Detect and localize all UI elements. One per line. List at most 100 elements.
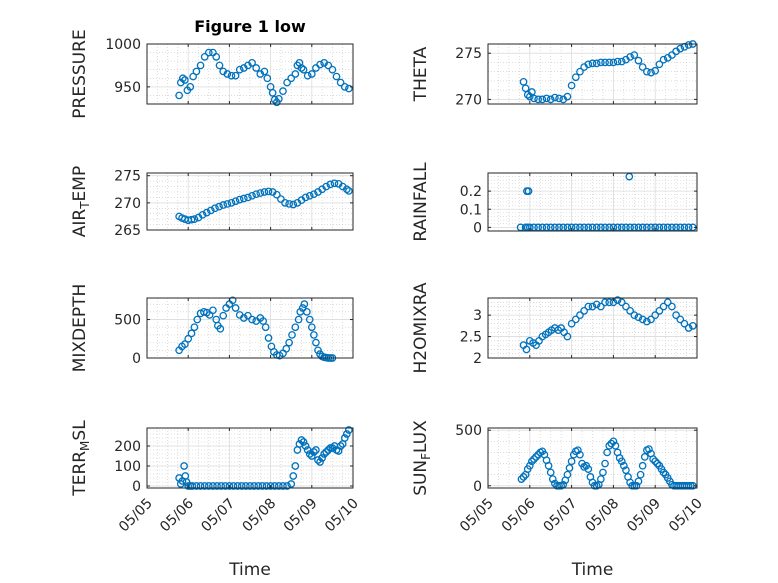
y-tick-label: 100 — [114, 459, 141, 475]
data-point — [525, 92, 534, 101]
data-point — [326, 180, 335, 189]
data-point — [314, 346, 322, 355]
data-point — [263, 74, 272, 83]
data-point — [180, 462, 188, 470]
data-point — [588, 59, 597, 68]
data-point — [332, 72, 341, 81]
grid — [146, 428, 354, 488]
data-point — [651, 66, 660, 75]
data-point — [551, 93, 559, 102]
data-point — [601, 58, 609, 67]
x-tick-label: 05/07 — [541, 496, 581, 536]
data-point — [178, 74, 187, 83]
data-point — [659, 468, 668, 477]
data-point — [532, 453, 540, 461]
data-point — [684, 41, 693, 49]
data-point — [181, 340, 189, 349]
data-point — [279, 482, 287, 490]
data-point — [597, 58, 605, 67]
data-point — [248, 315, 256, 324]
data-point — [592, 300, 601, 309]
data-point — [193, 315, 202, 324]
data-point — [260, 188, 269, 196]
data-point — [259, 317, 268, 325]
data-point — [622, 302, 630, 311]
data-point — [617, 57, 626, 66]
y-axis-label: H2OMIXRA — [411, 282, 431, 373]
data-point — [345, 426, 353, 434]
data-point — [548, 475, 557, 483]
data-point — [316, 458, 324, 466]
subplot-7: 0 100 200 05/05 05/06 05/07 05/08 05/09 05/10 Tim… — [70, 420, 362, 580]
data-point — [258, 482, 267, 490]
data-point — [294, 315, 303, 324]
data-point — [617, 457, 626, 466]
data-point — [288, 331, 296, 339]
data-point — [310, 331, 318, 339]
data-point — [563, 332, 572, 341]
data-point — [336, 78, 345, 87]
data-point — [642, 317, 651, 326]
data-point — [264, 187, 273, 196]
y-tick-label: 2.5 — [460, 330, 482, 346]
data-point — [613, 296, 622, 304]
data-point — [567, 319, 576, 328]
data-point — [534, 95, 543, 104]
data-point — [283, 78, 291, 87]
data-point — [184, 334, 193, 343]
x-tick-label: 05/05 — [457, 496, 497, 536]
y-tick-label: 275 — [114, 169, 141, 185]
data-point — [519, 473, 528, 481]
data-point — [175, 91, 183, 100]
data-point — [345, 187, 353, 195]
data-point — [187, 329, 196, 338]
data-point — [223, 70, 232, 78]
data-point — [270, 482, 279, 490]
data-point — [235, 195, 244, 204]
data-point — [227, 199, 236, 207]
data-point — [634, 477, 643, 486]
data-point — [246, 482, 254, 490]
y-tick-label: 500 — [455, 423, 482, 439]
data-point — [622, 466, 630, 475]
data-point — [538, 95, 547, 104]
data-point — [619, 461, 628, 470]
y-tick-label: 0.2 — [460, 184, 482, 200]
data-point — [340, 434, 349, 442]
data-point — [546, 468, 555, 477]
data-point — [605, 298, 614, 307]
data-point — [233, 482, 242, 490]
data-point — [215, 61, 224, 70]
data-point — [584, 60, 593, 69]
data-point — [274, 95, 283, 103]
data-point — [305, 315, 314, 324]
data-point — [653, 459, 662, 468]
y-axis-label: PRESSURE — [70, 29, 90, 118]
data-point — [211, 204, 219, 213]
data-point — [260, 67, 269, 76]
data-point — [521, 84, 530, 93]
data-point — [307, 70, 316, 78]
data-point — [603, 448, 611, 457]
data-point — [190, 323, 199, 332]
data-point — [196, 482, 205, 490]
data-point — [277, 195, 285, 203]
data-point — [542, 94, 551, 103]
y-axis-label: AIRTEMP — [70, 166, 92, 237]
data-point — [632, 481, 641, 490]
data-point — [229, 482, 238, 490]
data-point — [248, 191, 256, 200]
axes-box — [487, 43, 698, 105]
subplot-2: 270 275 THETA — [411, 40, 698, 108]
data-point — [250, 482, 258, 490]
data-point — [231, 71, 240, 80]
data-point — [312, 446, 320, 454]
data-point — [248, 59, 256, 67]
data-point — [262, 482, 271, 490]
data-point — [684, 324, 693, 332]
data-point — [611, 441, 620, 450]
data-point — [281, 199, 289, 207]
data-point — [297, 64, 306, 72]
series-markers — [175, 426, 353, 490]
data-point — [530, 94, 538, 103]
